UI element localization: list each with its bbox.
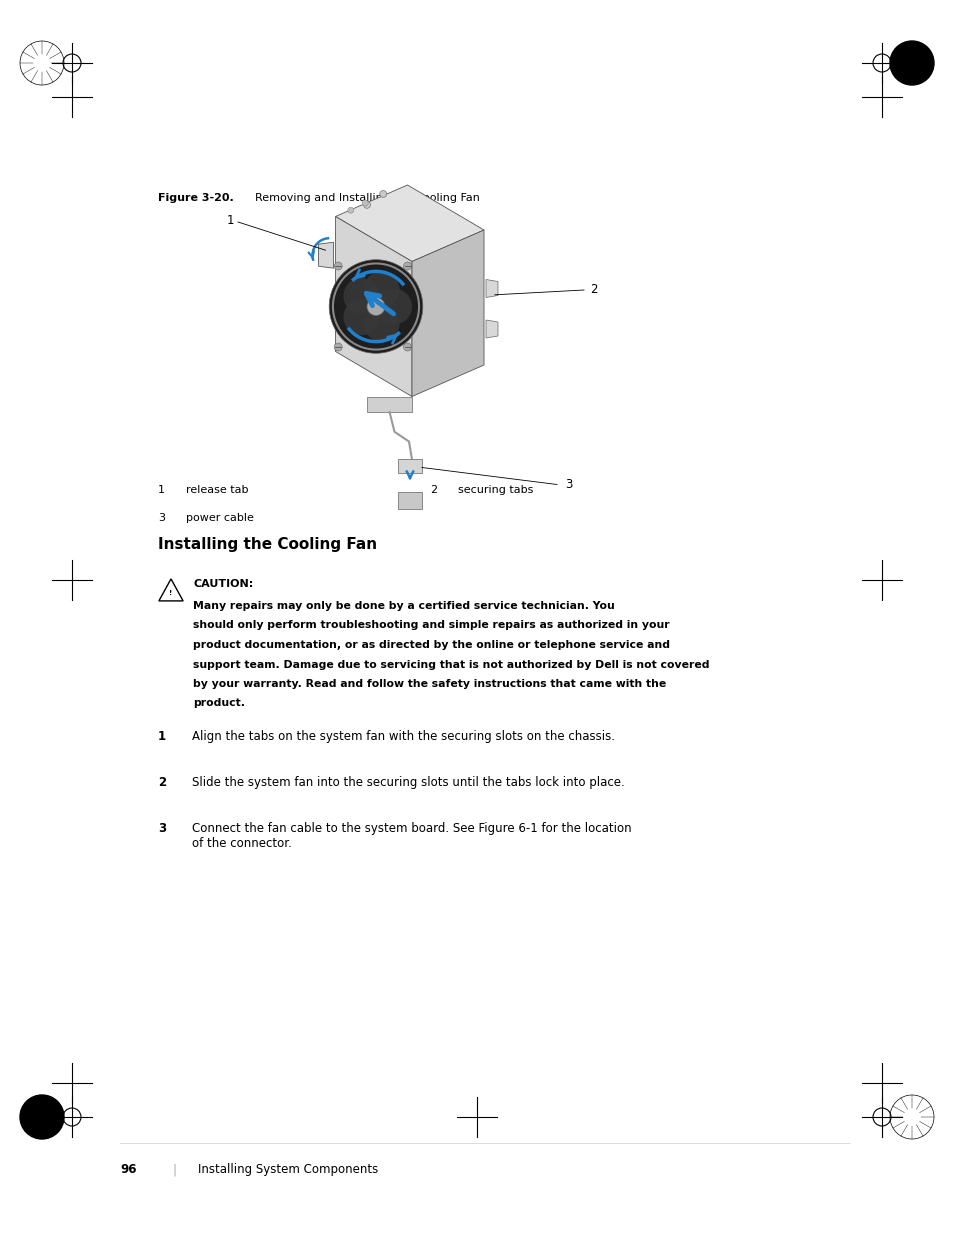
Text: |: | (172, 1163, 175, 1176)
Text: product.: product. (193, 699, 245, 709)
Text: 3: 3 (158, 823, 166, 835)
Text: power cable: power cable (186, 513, 253, 522)
Circle shape (889, 41, 933, 85)
Circle shape (334, 343, 342, 351)
Text: !: ! (170, 590, 172, 597)
Polygon shape (397, 458, 421, 473)
Circle shape (403, 343, 411, 351)
Circle shape (379, 190, 386, 198)
Polygon shape (367, 396, 412, 411)
Text: 2: 2 (158, 776, 166, 789)
Text: 2: 2 (430, 485, 436, 495)
Polygon shape (485, 320, 497, 338)
Text: release tab: release tab (186, 485, 248, 495)
Text: Removing and Installing the Cooling Fan: Removing and Installing the Cooling Fan (254, 193, 479, 203)
Text: Installing the Cooling Fan: Installing the Cooling Fan (158, 537, 376, 552)
Circle shape (329, 259, 422, 353)
Circle shape (363, 305, 399, 342)
Polygon shape (412, 230, 483, 396)
Circle shape (20, 1095, 64, 1139)
Circle shape (363, 201, 370, 209)
Circle shape (375, 289, 412, 325)
Circle shape (362, 200, 368, 206)
Circle shape (343, 299, 379, 335)
Circle shape (403, 262, 411, 270)
Circle shape (363, 272, 399, 308)
Text: support team. Damage due to servicing that is not authorized by Dell is not cove: support team. Damage due to servicing th… (193, 659, 709, 669)
Text: 3: 3 (158, 513, 165, 522)
Text: Align the tabs on the system fan with the securing slots on the chassis.: Align the tabs on the system fan with th… (192, 730, 615, 743)
Circle shape (343, 278, 379, 314)
Circle shape (348, 207, 354, 214)
Text: 3: 3 (564, 478, 572, 492)
Polygon shape (335, 185, 483, 262)
Circle shape (334, 262, 342, 270)
Text: Slide the system fan into the securing slots until the tabs lock into place.: Slide the system fan into the securing s… (192, 776, 624, 789)
Polygon shape (485, 279, 497, 298)
Text: CAUTION:: CAUTION: (193, 579, 253, 589)
Text: 96: 96 (120, 1163, 136, 1176)
Text: Installing System Components: Installing System Components (198, 1163, 377, 1176)
Text: Many repairs may only be done by a certified service technician. You: Many repairs may only be done by a certi… (193, 601, 614, 611)
Text: 1: 1 (226, 214, 233, 226)
Text: securing tabs: securing tabs (457, 485, 533, 495)
Text: 2: 2 (589, 284, 597, 296)
Text: 1: 1 (158, 485, 165, 495)
Polygon shape (318, 242, 334, 268)
Text: 1: 1 (158, 730, 166, 743)
Text: Figure 3-20.: Figure 3-20. (158, 193, 233, 203)
Circle shape (367, 298, 385, 315)
Polygon shape (397, 493, 421, 510)
Polygon shape (335, 216, 412, 396)
Text: should only perform troubleshooting and simple repairs as authorized in your: should only perform troubleshooting and … (193, 620, 669, 631)
Text: by your warranty. Read and follow the safety instructions that came with the: by your warranty. Read and follow the sa… (193, 679, 665, 689)
Text: product documentation, or as directed by the online or telephone service and: product documentation, or as directed by… (193, 640, 669, 650)
Text: Connect the fan cable to the system board. See Figure 6-1 for the location
of th: Connect the fan cable to the system boar… (192, 823, 631, 850)
